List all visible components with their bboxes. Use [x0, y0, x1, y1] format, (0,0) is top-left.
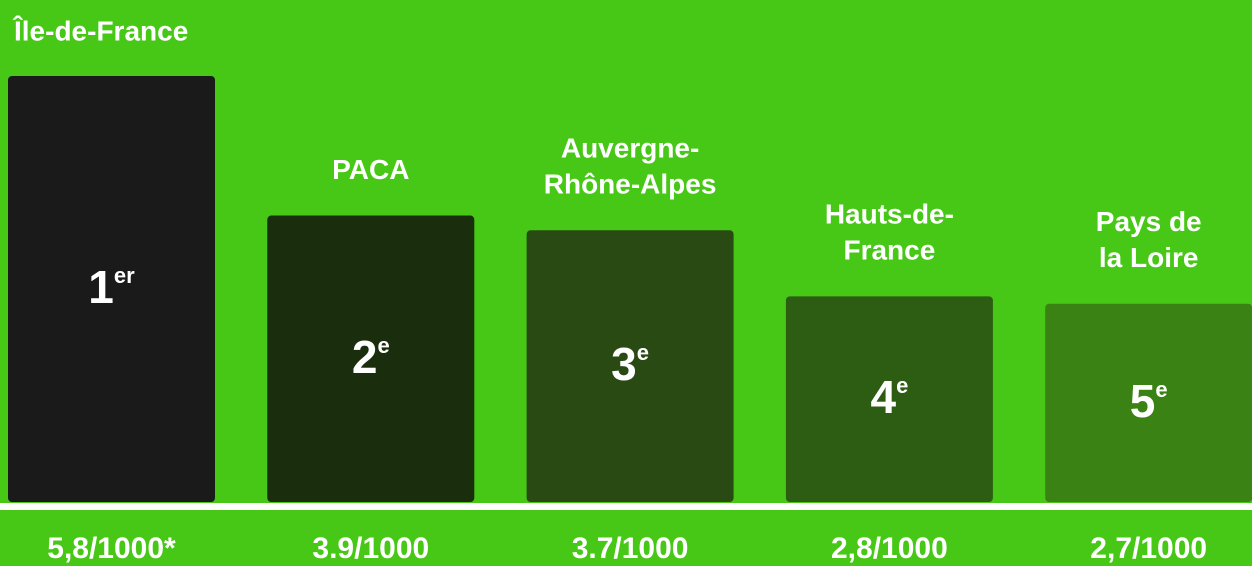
bar	[8, 76, 215, 502]
value-label: 5,8/1000*	[47, 532, 176, 565]
value-label: 2,8/1000	[831, 532, 948, 565]
category-label: Rhône-Alpes	[544, 169, 717, 200]
bar	[526, 230, 734, 502]
rank-number: 3	[611, 338, 637, 390]
rank-number: 1	[88, 261, 114, 313]
rank-number: 5	[1130, 375, 1156, 427]
rank-label: 1er	[88, 261, 135, 313]
rank-label: 5e	[1130, 375, 1168, 427]
rank-suffix: e	[1155, 377, 1167, 402]
category-label: Pays de	[1096, 206, 1202, 237]
rank-number: 2	[352, 331, 378, 383]
rank-suffix: er	[114, 263, 135, 288]
rank-label: 2e	[352, 331, 390, 383]
category-label: Hauts-de-	[825, 199, 954, 230]
baseline	[0, 503, 1252, 510]
rank-label: 4e	[870, 371, 908, 423]
category-label: PACA	[332, 154, 409, 185]
bar	[267, 215, 475, 502]
rank-number: 4	[870, 371, 896, 423]
value-label: 2,7/1000	[1090, 532, 1207, 565]
value-label: 3.9/1000	[312, 532, 429, 565]
bar	[1045, 303, 1252, 502]
category-label: Auvergne-	[561, 133, 699, 164]
category-label: la Loire	[1099, 242, 1199, 273]
rank-suffix: e	[896, 373, 908, 398]
category-label: France	[843, 235, 935, 266]
category-label: Île-de-France	[12, 15, 188, 46]
rank-label: 3e	[611, 338, 649, 390]
value-label: 3.7/1000	[572, 532, 689, 565]
rank-suffix: e	[637, 340, 649, 365]
bar	[785, 296, 993, 502]
rank-suffix: e	[377, 333, 389, 358]
